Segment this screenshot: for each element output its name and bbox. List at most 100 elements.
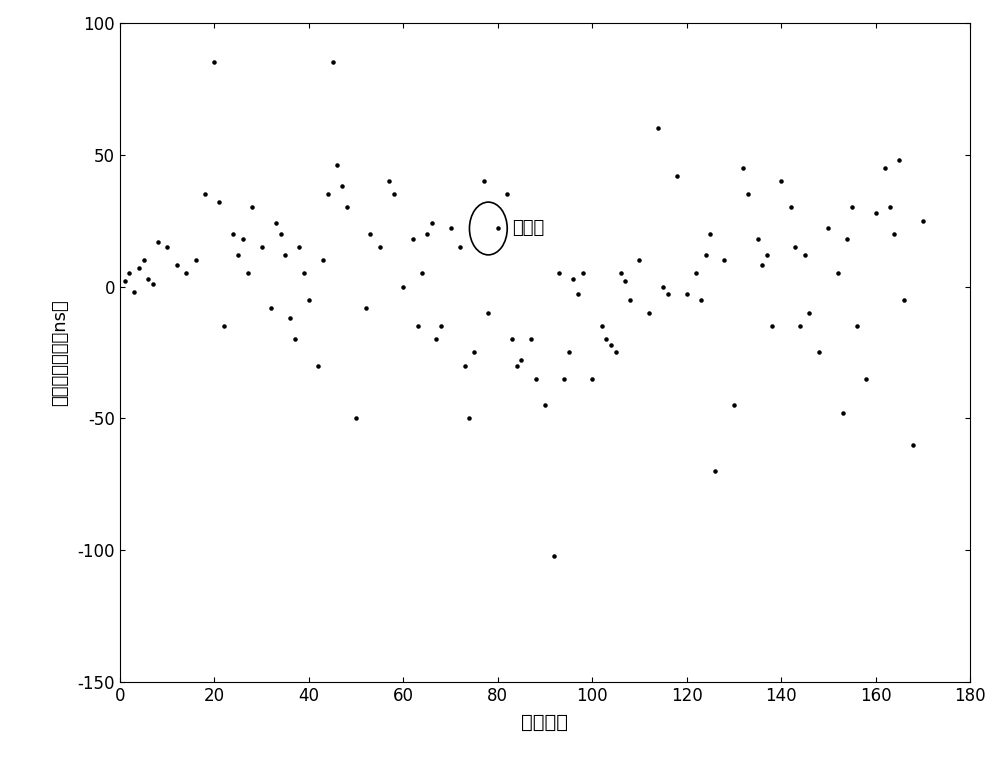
Point — [178, 268, 194, 280]
Point — [310, 359, 326, 371]
Point — [381, 175, 397, 187]
Point — [324, 56, 340, 68]
Point — [882, 202, 898, 214]
Point — [268, 217, 284, 229]
Point — [499, 188, 515, 200]
Point — [617, 275, 633, 287]
Point — [145, 278, 161, 290]
Point — [759, 249, 775, 261]
Point — [424, 217, 440, 229]
Point — [334, 180, 350, 193]
Point — [216, 320, 232, 332]
Point — [801, 307, 817, 319]
Point — [631, 254, 647, 266]
Point — [372, 241, 388, 253]
Point — [169, 259, 185, 271]
Point — [702, 227, 718, 240]
Point — [820, 222, 836, 234]
Point — [858, 373, 874, 385]
Point — [754, 259, 770, 271]
Point — [225, 227, 241, 240]
Point — [660, 288, 676, 300]
Point — [126, 286, 142, 298]
Point — [131, 262, 147, 274]
Point — [783, 202, 799, 214]
Point — [273, 227, 289, 240]
Point — [896, 293, 912, 305]
Text: 中间値: 中间値 — [512, 220, 544, 237]
Point — [698, 249, 714, 261]
Point — [891, 154, 907, 166]
Point — [386, 188, 402, 200]
Point — [121, 268, 137, 280]
Point — [603, 339, 619, 351]
Point — [764, 320, 780, 332]
Point — [735, 161, 751, 174]
Point — [282, 312, 298, 324]
Point — [301, 293, 317, 305]
Point — [348, 412, 364, 424]
Point — [877, 161, 893, 174]
Point — [291, 241, 307, 253]
Point — [669, 170, 685, 182]
Point — [797, 249, 813, 261]
Point — [844, 202, 860, 214]
Point — [405, 233, 421, 245]
Point — [613, 268, 629, 280]
Point — [277, 249, 293, 261]
Point — [641, 307, 657, 319]
Point — [117, 275, 133, 287]
Point — [315, 254, 331, 266]
Point — [140, 273, 156, 285]
Point — [561, 346, 577, 359]
Point — [523, 334, 539, 346]
Point — [419, 227, 435, 240]
Point — [197, 188, 213, 200]
Point — [905, 439, 921, 451]
Point — [414, 268, 430, 280]
Point — [240, 268, 256, 280]
Point — [254, 241, 270, 253]
Point — [428, 334, 444, 346]
Point — [551, 268, 567, 280]
Point — [915, 215, 931, 227]
Point — [235, 233, 251, 245]
Point — [716, 254, 732, 266]
Point — [849, 320, 865, 332]
Point — [598, 334, 614, 346]
Point — [461, 412, 477, 424]
Point — [443, 222, 459, 234]
Point — [329, 159, 345, 171]
Point — [546, 550, 562, 562]
Y-axis label: 时差测量读差（ns）: 时差测量读差（ns） — [51, 299, 69, 406]
Point — [358, 302, 374, 314]
Point — [509, 359, 525, 371]
Point — [868, 207, 884, 219]
Point — [457, 359, 473, 371]
Point — [296, 268, 312, 280]
Point — [707, 465, 723, 478]
Point — [362, 227, 378, 240]
Point — [159, 241, 175, 253]
Point — [206, 56, 222, 68]
Point — [230, 249, 246, 261]
Point — [594, 320, 610, 332]
Point — [339, 202, 355, 214]
Point — [750, 233, 766, 245]
Point — [395, 280, 411, 293]
Point — [693, 293, 709, 305]
Point — [244, 202, 260, 214]
Point — [792, 320, 808, 332]
Point — [287, 334, 303, 346]
Point — [513, 354, 529, 366]
Point — [466, 346, 482, 359]
Point — [211, 196, 227, 208]
Point — [320, 188, 336, 200]
Point — [565, 273, 581, 285]
Point — [490, 222, 506, 234]
Point — [679, 288, 695, 300]
Point — [584, 373, 600, 385]
Point — [433, 320, 449, 332]
Point — [452, 241, 468, 253]
Point — [136, 254, 152, 266]
